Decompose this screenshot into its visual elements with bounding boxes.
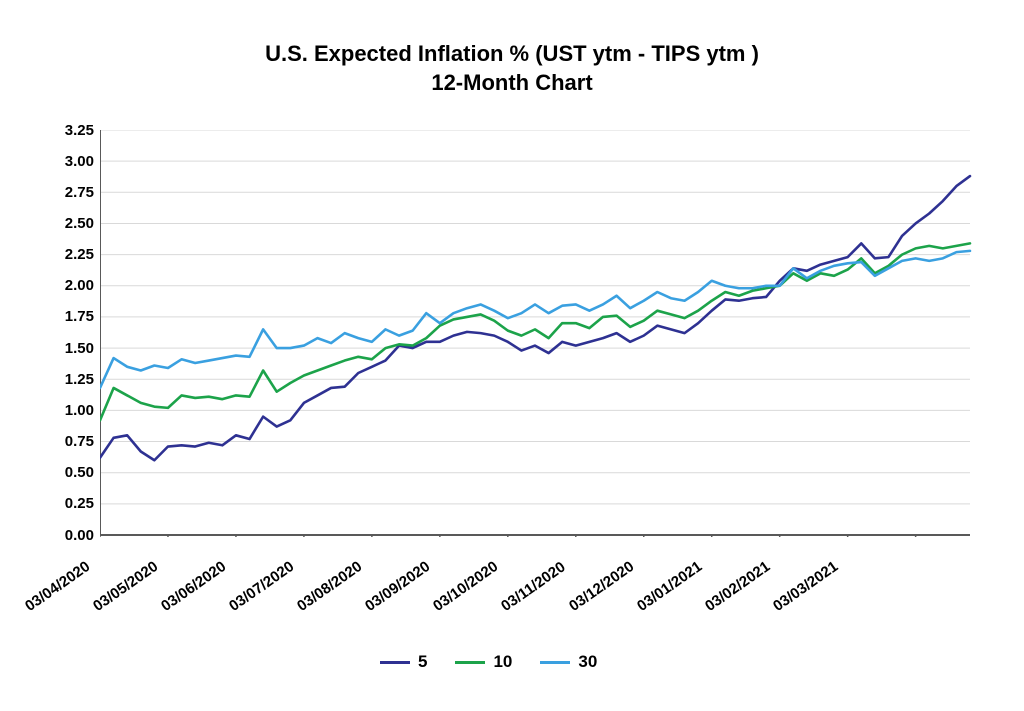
legend-label: 5 [418, 652, 427, 672]
legend-item-30: 30 [540, 652, 597, 672]
y-tick-label: 2.25 [44, 246, 94, 263]
y-tick-label: 2.00 [44, 277, 94, 294]
x-tick-label: 03/08/2020 [294, 558, 365, 615]
y-tick-label: 3.00 [44, 153, 94, 170]
chart-title-line1: U.S. Expected Inflation % (UST ytm - TIP… [265, 41, 759, 66]
x-tick-label: 03/03/2021 [770, 558, 841, 615]
x-tick-label: 03/11/2020 [498, 558, 569, 615]
x-tick-label: 03/04/2020 [22, 558, 93, 615]
y-tick-label: 3.25 [44, 122, 94, 139]
chart-title: U.S. Expected Inflation % (UST ytm - TIP… [0, 40, 1024, 97]
x-tick-label: 03/02/2021 [702, 558, 773, 615]
y-tick-label: 0.75 [44, 433, 94, 450]
x-tick-label: 03/01/2021 [634, 558, 705, 615]
legend-swatch [455, 661, 485, 664]
x-tick-label: 03/12/2020 [566, 558, 637, 615]
x-tick-label: 03/10/2020 [430, 558, 501, 615]
chart-legend: 5 10 30 [380, 652, 597, 672]
inflation-chart: U.S. Expected Inflation % (UST ytm - TIP… [0, 0, 1024, 711]
y-tick-label: 1.25 [44, 371, 94, 388]
legend-swatch [380, 661, 410, 664]
y-tick-label: 1.50 [44, 340, 94, 357]
y-tick-label: 1.00 [44, 402, 94, 419]
plot-area [100, 130, 972, 537]
y-tick-label: 2.50 [44, 215, 94, 232]
x-tick-label: 03/07/2020 [226, 558, 297, 615]
legend-item-10: 10 [455, 652, 512, 672]
legend-item-5: 5 [380, 652, 427, 672]
y-tick-label: 1.75 [44, 308, 94, 325]
legend-label: 10 [493, 652, 512, 672]
x-tick-label: 03/06/2020 [158, 558, 229, 615]
legend-swatch [540, 661, 570, 664]
chart-title-line2: 12-Month Chart [431, 70, 592, 95]
y-tick-label: 0.25 [44, 495, 94, 512]
series-30 [100, 251, 970, 388]
legend-label: 30 [578, 652, 597, 672]
y-tick-label: 0.50 [44, 464, 94, 481]
y-tick-label: 0.00 [44, 527, 94, 544]
x-tick-label: 03/05/2020 [90, 558, 161, 615]
x-tick-label: 03/09/2020 [362, 558, 433, 615]
series-10 [100, 243, 970, 420]
series-5 [100, 176, 970, 460]
y-tick-label: 2.75 [44, 184, 94, 201]
